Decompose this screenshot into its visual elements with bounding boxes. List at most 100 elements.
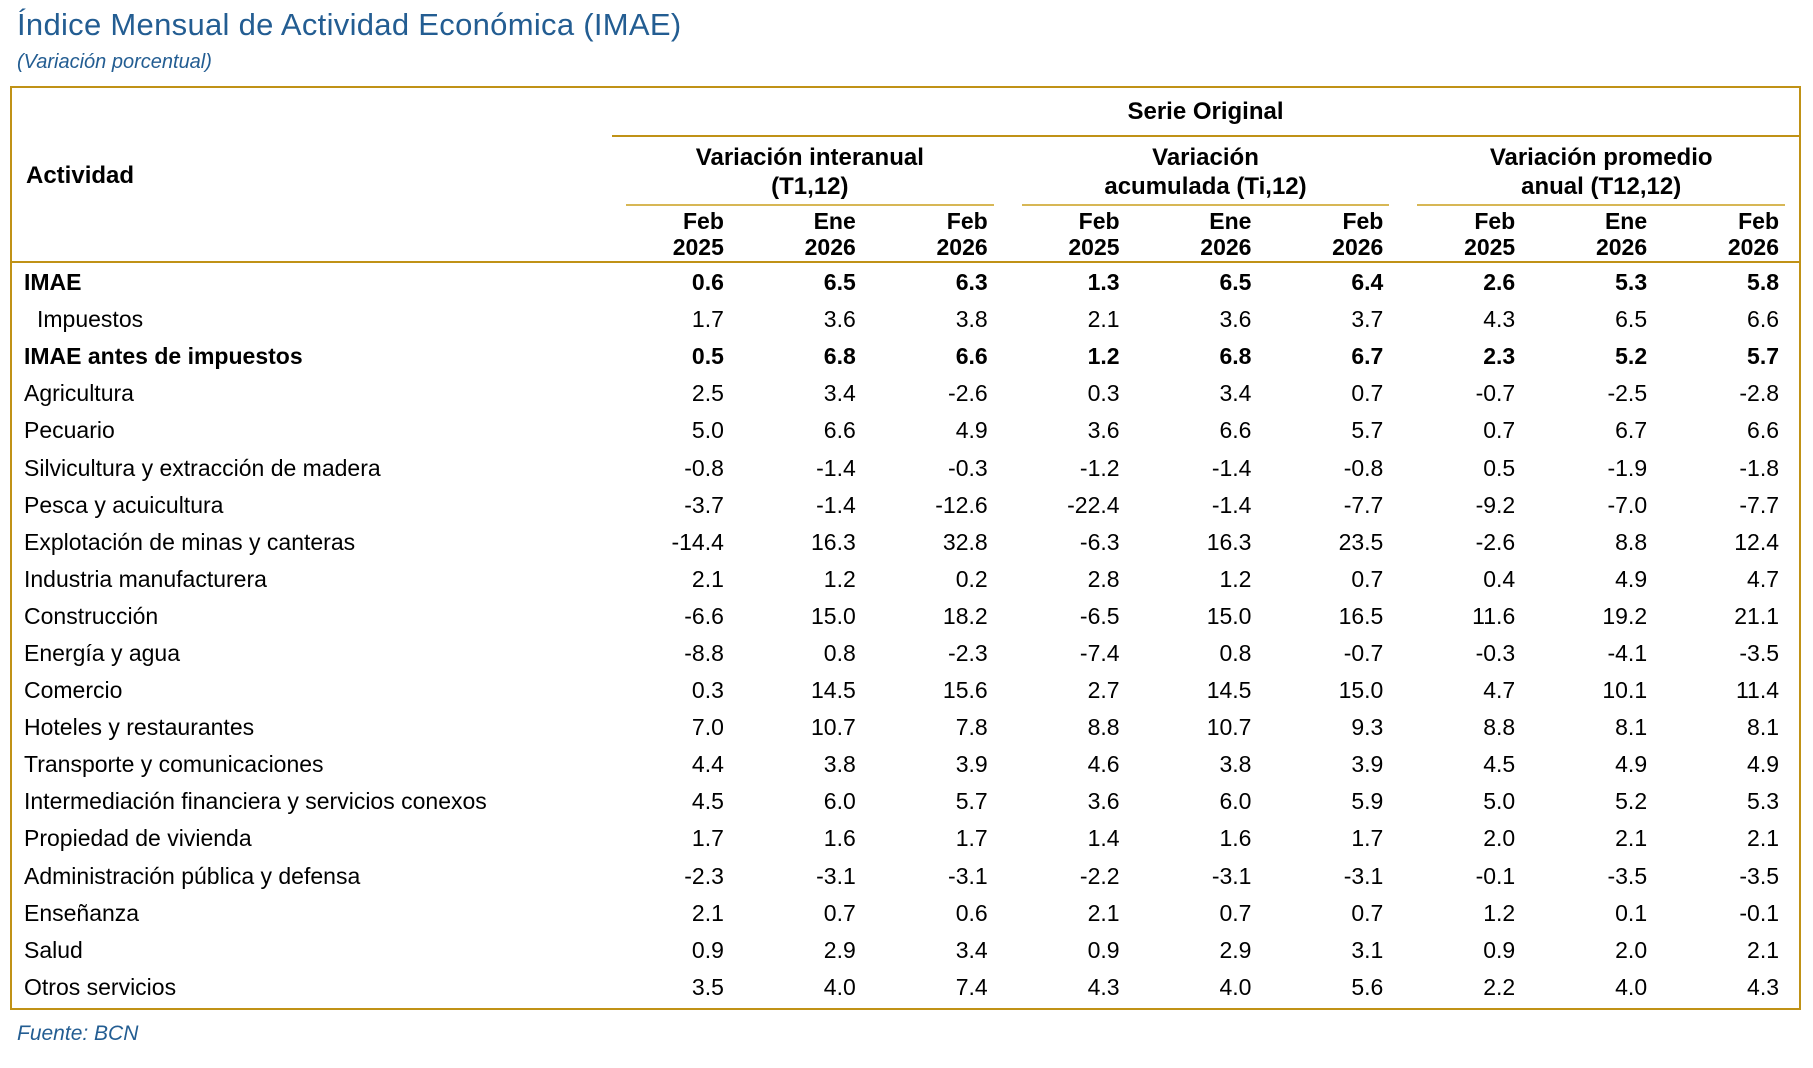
- period-header: Feb 2025: [1403, 207, 1535, 261]
- value-group: -7.4 0.8 -0.7: [1008, 640, 1404, 667]
- value-group: 2.6 5.3 5.8: [1403, 269, 1799, 296]
- table-row: Comercio 0.3 14.5 15.6 2.7 14.5 15.0 4.7 10.1 11.…: [12, 672, 1799, 709]
- cell-value: 1.2: [1219, 565, 1252, 592]
- cell-value: 1.6: [1219, 825, 1252, 852]
- table-row: Salud 0.9 2.9 3.4 0.9 2.9 3.1 0.9 2.0 2.1: [12, 932, 1799, 969]
- cell-value: 8.1: [1615, 714, 1648, 741]
- value-group: -0.1 -3.5 -3.5: [1403, 863, 1799, 890]
- table-row: Energía y agua -8.8 0.8 -2.3 -7.4 0.8 -0.7 -0.3…: [12, 635, 1799, 672]
- value-group: -0.7 -2.5 -2.8: [1403, 380, 1799, 407]
- cell-value: 10.7: [811, 714, 856, 741]
- cell-value: 4.7: [1483, 677, 1516, 704]
- cell-value: 2.1: [1615, 825, 1648, 852]
- cell-value: 3.6: [1087, 788, 1120, 815]
- cell-value: 3.8: [955, 306, 988, 333]
- cell-value: 2.1: [1747, 825, 1780, 852]
- cell-value: 4.9: [955, 417, 988, 444]
- cell-value: 6.6: [823, 417, 856, 444]
- cell-value: -0.3: [1475, 639, 1516, 666]
- cell-value: 2.1: [691, 899, 724, 926]
- value-group: 4.5 6.0 5.7: [612, 788, 1008, 815]
- value-group: 2.1 0.7 0.7: [1008, 900, 1404, 927]
- row-label: Explotación de minas y canteras: [24, 528, 356, 555]
- cell-value: 0.3: [1087, 380, 1120, 407]
- value-group: -9.2 -7.0 -7.7: [1403, 492, 1799, 519]
- cell-value: 4.5: [1483, 751, 1516, 778]
- row-label: Otros servicios: [24, 973, 177, 1000]
- cell-value: 4.3: [1747, 973, 1780, 1000]
- cell-value: -7.7: [1739, 491, 1780, 518]
- table-row: Otros servicios 3.5 4.0 7.4 4.3 4.0 5.6 2.2 4.0 4…: [12, 969, 1799, 1006]
- cell-value: 0.1: [1615, 899, 1648, 926]
- cell-value: 4.7: [1747, 565, 1780, 592]
- cell-value: 6.6: [1219, 417, 1252, 444]
- cell-value: -0.8: [684, 454, 724, 481]
- cell-value: -8.8: [684, 639, 724, 666]
- cell-value: 7.4: [955, 973, 988, 1000]
- cell-value: 4.4: [691, 751, 724, 778]
- value-group: 0.6 6.5 6.3: [612, 269, 1008, 296]
- cell-value: 6.7: [1615, 417, 1648, 444]
- cell-value: 5.7: [1351, 417, 1384, 444]
- period-header: Ene 2026: [744, 207, 876, 261]
- row-label: Energía y agua: [24, 639, 181, 666]
- cell-value: -0.1: [1475, 862, 1516, 889]
- value-group: 1.4 1.6 1.7: [1008, 825, 1404, 852]
- cell-value: 15.0: [811, 602, 856, 629]
- cell-value: -3.5: [1739, 639, 1780, 666]
- value-group: -22.4 -1.4 -7.7: [1008, 492, 1404, 519]
- column-group-headers: Variación interanual (T1,12) Variación acum…: [612, 137, 1799, 207]
- value-group: 0.7 6.7 6.6: [1403, 417, 1799, 444]
- cell-value: 0.6: [955, 899, 988, 926]
- cell-value: -2.8: [1739, 380, 1780, 407]
- value-group: 2.1 1.2 0.2: [612, 566, 1008, 593]
- cell-value: 10.1: [1602, 677, 1648, 704]
- cell-value: 2.8: [1087, 565, 1120, 592]
- cell-value: -9.2: [1475, 491, 1516, 518]
- cell-value: -12.6: [935, 491, 988, 518]
- cell-value: 18.2: [942, 602, 988, 629]
- value-group: 0.5 -1.9 -1.8: [1403, 455, 1799, 482]
- cell-value: -1.4: [816, 454, 856, 481]
- cell-value: 6.6: [955, 343, 988, 370]
- period-header: Feb 2026: [1271, 207, 1403, 261]
- table-row: Silvicultura y extracción de madera -0.8-…: [12, 449, 1799, 486]
- value-group: 2.1 3.6 3.7: [1008, 306, 1404, 333]
- cell-value: 4.9: [1747, 751, 1780, 778]
- page-title: Índice Mensual de Actividad Económica (I…: [17, 7, 682, 42]
- cell-value: 1.7: [955, 825, 988, 852]
- cell-value: 19.2: [1602, 602, 1648, 629]
- cell-value: 5.3: [1615, 269, 1648, 296]
- period-year: 2026: [1200, 234, 1252, 260]
- cell-value: -3.1: [1211, 862, 1252, 889]
- cell-value: 6.5: [1615, 306, 1648, 333]
- cell-value: 4.3: [1483, 306, 1516, 333]
- cell-value: 6.8: [1219, 343, 1252, 370]
- value-group: 4.5 4.9 4.9: [1403, 751, 1799, 778]
- cell-value: 3.8: [823, 751, 856, 778]
- cell-value: 2.9: [823, 936, 856, 963]
- table-body: IMAE 0.6 6.5 6.3 1.3 6.5 6.4 2.6 5.3 5.8 Impuestos…: [12, 263, 1799, 1008]
- value-group: 2.0 2.1 2.1: [1403, 825, 1799, 852]
- cell-value: 3.6: [1219, 306, 1252, 333]
- cell-value: -2.6: [948, 380, 988, 407]
- cell-value: 5.0: [1483, 788, 1516, 815]
- value-group: 4.7 10.1 11.4: [1403, 677, 1799, 704]
- cell-value: 3.4: [1219, 380, 1252, 407]
- cell-value: 6.5: [1219, 269, 1252, 296]
- row-label: Agricultura: [24, 380, 134, 407]
- cell-value: 0.9: [1087, 936, 1120, 963]
- header-data-area: Serie Original Variación interanual (T1,1…: [612, 88, 1799, 261]
- period-month: Feb: [683, 208, 724, 234]
- cell-value: 16.3: [811, 528, 856, 555]
- value-group: 4.3 4.0 5.6: [1008, 974, 1404, 1001]
- column-group-header-line: Variación promedio: [1489, 144, 1713, 171]
- value-group: 2.2 4.0 4.3: [1403, 974, 1799, 1001]
- cell-value: 0.7: [1351, 899, 1384, 926]
- cell-value: 3.6: [1087, 417, 1120, 444]
- cell-value: -3.5: [1739, 862, 1780, 889]
- cell-value: -7.4: [1079, 639, 1120, 666]
- period-header: Feb 2025: [612, 207, 744, 261]
- cell-value: 0.7: [1219, 899, 1252, 926]
- period-headers-row: Feb 2025 Ene 2026 Feb 2026 Feb 2025 Ene 2026 Feb 20…: [612, 207, 1799, 261]
